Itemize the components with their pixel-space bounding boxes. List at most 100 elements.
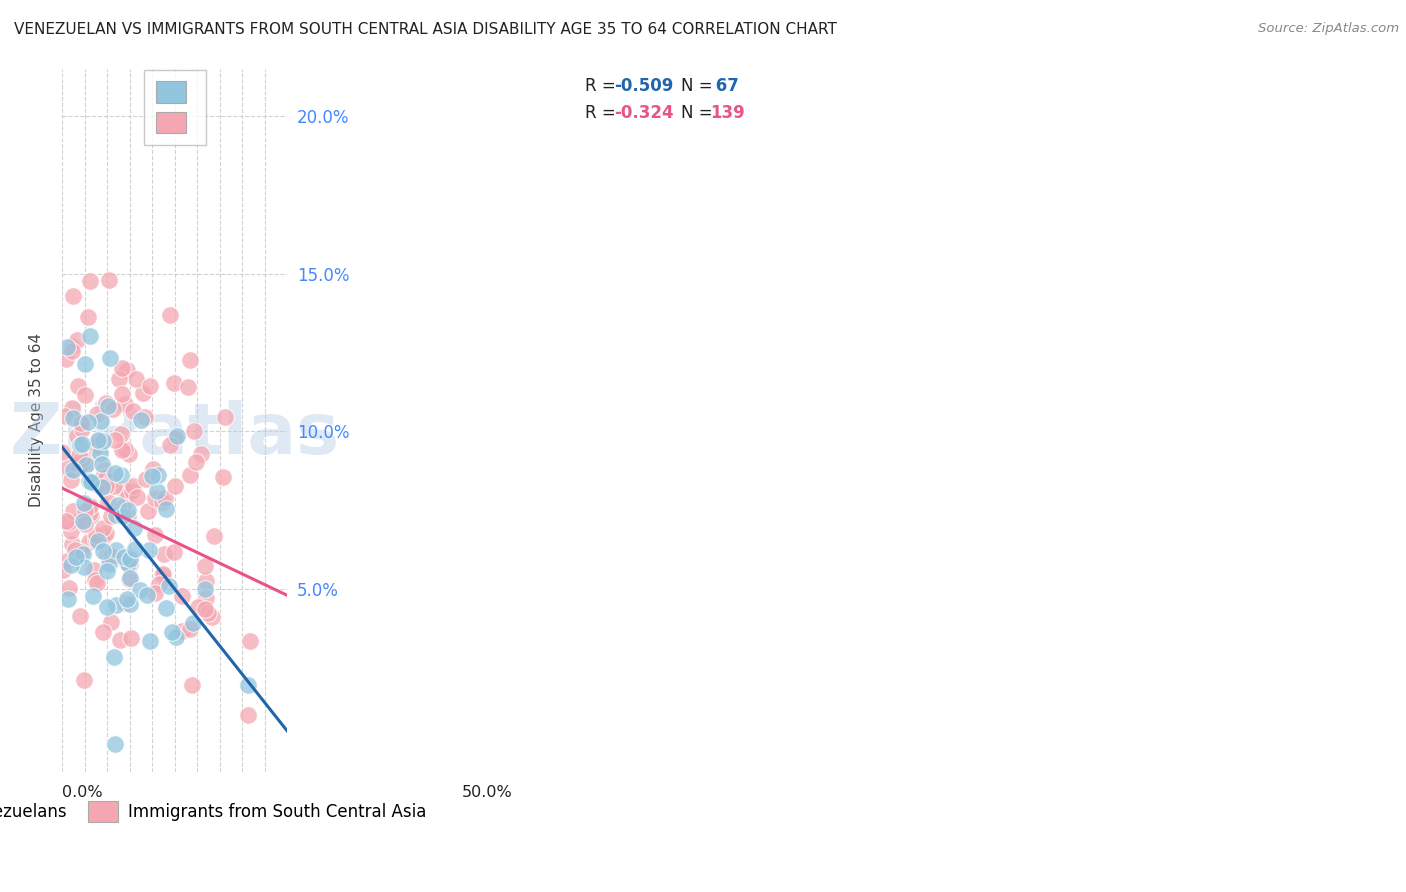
Point bbox=[124, 541, 146, 556]
Legend: Venezuelans, Immigrants from South Central Asia: Venezuelans, Immigrants from South Centr… bbox=[0, 789, 437, 834]
Point bbox=[70, 416, 93, 430]
Point bbox=[97, 273, 120, 287]
Point bbox=[100, 549, 122, 563]
Point bbox=[134, 410, 156, 425]
Point bbox=[56, 461, 79, 475]
Text: ZIPatlas: ZIPatlas bbox=[10, 400, 340, 469]
Point bbox=[127, 490, 149, 504]
Point bbox=[58, 591, 80, 606]
Point bbox=[155, 601, 177, 615]
Point bbox=[77, 453, 100, 467]
Point bbox=[94, 470, 117, 484]
Point bbox=[181, 616, 204, 631]
Point bbox=[70, 545, 93, 559]
Point bbox=[84, 528, 107, 542]
Point bbox=[86, 433, 108, 447]
Point bbox=[72, 547, 94, 561]
Point bbox=[104, 508, 127, 522]
Point bbox=[139, 634, 162, 648]
Point bbox=[62, 288, 84, 302]
Point bbox=[172, 624, 194, 639]
Point bbox=[100, 474, 122, 488]
Point bbox=[56, 554, 79, 568]
Point bbox=[62, 411, 84, 425]
Point bbox=[103, 649, 125, 664]
Point bbox=[118, 572, 141, 586]
Point bbox=[86, 440, 108, 454]
Point bbox=[145, 483, 167, 498]
Point bbox=[166, 429, 188, 443]
Point bbox=[115, 363, 138, 377]
Point bbox=[62, 338, 84, 352]
Point bbox=[111, 500, 134, 514]
Point bbox=[55, 339, 77, 353]
Text: 50.0%: 50.0% bbox=[461, 785, 512, 800]
Point bbox=[52, 563, 75, 577]
Point bbox=[62, 537, 84, 551]
Point bbox=[194, 602, 217, 616]
Point bbox=[132, 385, 155, 400]
Text: 67: 67 bbox=[710, 77, 740, 95]
Point bbox=[67, 448, 90, 462]
Point bbox=[97, 557, 120, 571]
Point bbox=[93, 528, 115, 542]
Point bbox=[91, 480, 114, 494]
Point bbox=[110, 427, 132, 442]
Text: R =: R = bbox=[585, 77, 621, 95]
Point bbox=[73, 673, 96, 687]
Point bbox=[79, 274, 101, 288]
Point bbox=[117, 591, 139, 606]
Point bbox=[155, 502, 177, 516]
Point bbox=[157, 579, 180, 593]
Point bbox=[91, 544, 114, 558]
Point bbox=[194, 574, 217, 588]
Point bbox=[70, 458, 93, 472]
Point bbox=[143, 586, 166, 600]
Point bbox=[73, 357, 96, 371]
Point bbox=[96, 549, 118, 563]
Point bbox=[107, 498, 129, 512]
Point bbox=[117, 557, 139, 571]
Point bbox=[87, 478, 110, 492]
Point bbox=[53, 409, 76, 423]
Point bbox=[70, 417, 93, 432]
Point bbox=[117, 503, 139, 517]
Point bbox=[238, 708, 260, 723]
Point bbox=[91, 624, 114, 639]
Point bbox=[103, 433, 125, 447]
Point bbox=[184, 455, 207, 469]
Point bbox=[159, 438, 181, 452]
Point bbox=[104, 542, 127, 557]
Point bbox=[143, 491, 166, 505]
Point bbox=[75, 458, 97, 473]
Point bbox=[100, 508, 122, 523]
Point bbox=[146, 468, 169, 483]
Point bbox=[63, 542, 86, 557]
Text: -0.324: -0.324 bbox=[614, 104, 673, 122]
Point bbox=[150, 494, 173, 508]
Point bbox=[135, 472, 157, 486]
Point bbox=[69, 438, 91, 452]
Point bbox=[96, 525, 118, 540]
Point bbox=[79, 500, 101, 514]
Point bbox=[118, 557, 141, 571]
Point bbox=[117, 508, 139, 523]
Point bbox=[103, 478, 125, 492]
Point bbox=[90, 414, 112, 428]
Point bbox=[163, 376, 186, 391]
Text: N =: N = bbox=[681, 77, 717, 95]
Point bbox=[62, 401, 84, 416]
Point bbox=[122, 521, 145, 535]
Point bbox=[118, 552, 141, 566]
Point bbox=[163, 545, 186, 559]
Point bbox=[84, 533, 107, 548]
Point bbox=[163, 431, 186, 445]
Point bbox=[91, 470, 114, 484]
Point bbox=[110, 443, 132, 458]
Point bbox=[143, 528, 166, 542]
Point bbox=[114, 596, 136, 610]
Point bbox=[73, 504, 96, 518]
Point bbox=[66, 333, 89, 347]
Point bbox=[62, 503, 84, 517]
Point bbox=[179, 622, 201, 636]
